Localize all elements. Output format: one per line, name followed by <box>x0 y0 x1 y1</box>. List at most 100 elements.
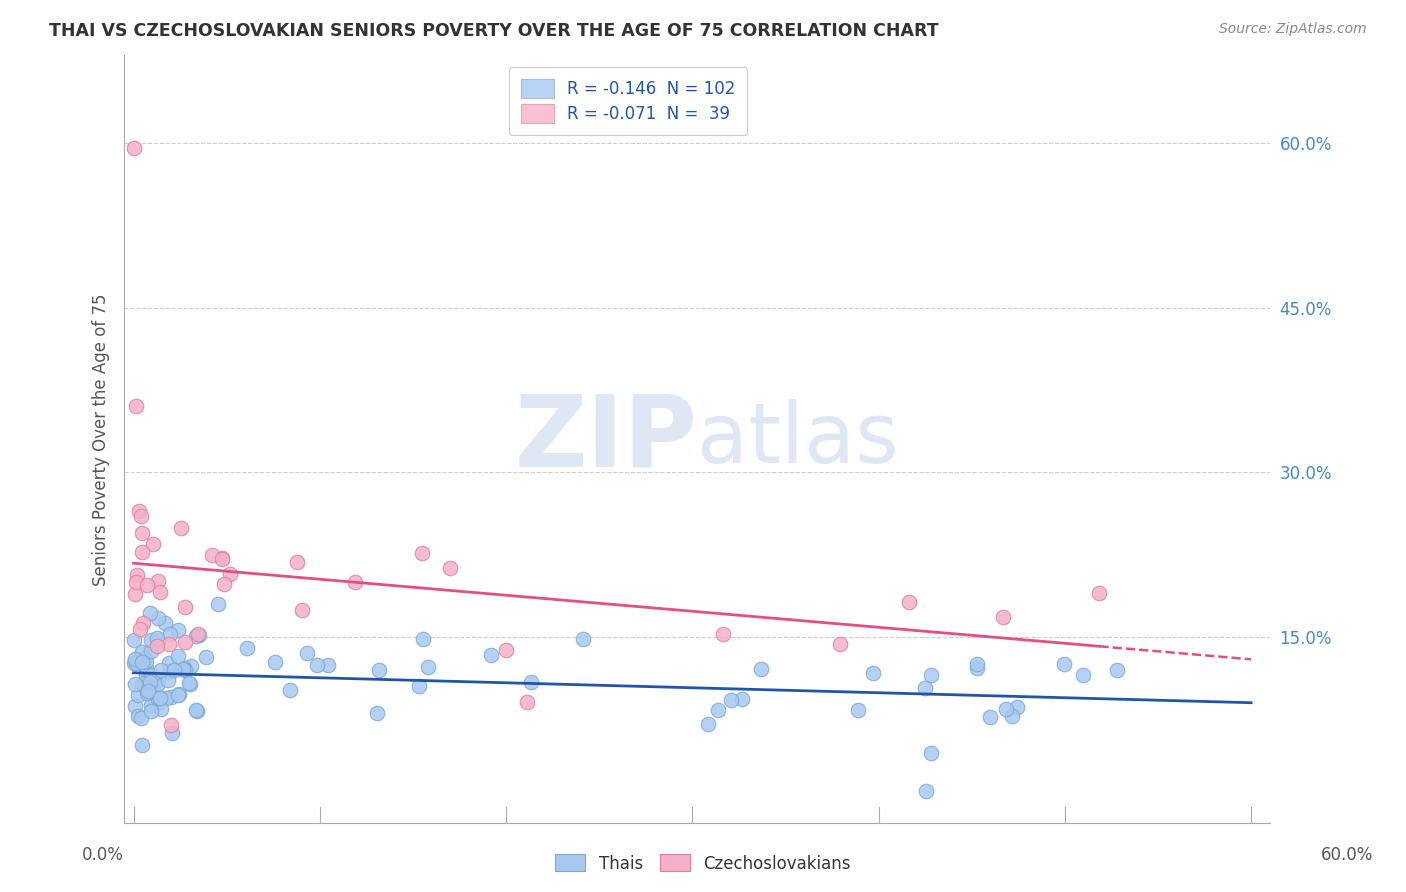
Point <box>211 552 233 566</box>
Point <box>157 656 180 670</box>
Point <box>139 644 162 658</box>
Point <box>128 503 150 517</box>
Point <box>1071 667 1094 681</box>
Point <box>828 637 851 651</box>
Point <box>146 672 169 686</box>
Point <box>180 658 202 673</box>
Point <box>1053 657 1076 672</box>
Point <box>730 692 752 706</box>
Point <box>138 606 160 620</box>
Point <box>149 584 172 599</box>
Point <box>157 664 180 678</box>
Point <box>146 639 169 653</box>
Point <box>135 666 157 681</box>
Point <box>184 629 207 643</box>
Point <box>128 622 150 636</box>
Point <box>187 628 209 642</box>
Point <box>136 685 159 699</box>
Point <box>129 711 152 725</box>
Point <box>149 701 172 715</box>
Text: ZIP: ZIP <box>515 391 697 488</box>
Point <box>141 668 163 682</box>
Point <box>139 674 162 689</box>
Point <box>143 684 166 698</box>
Text: 0.0%: 0.0% <box>82 846 124 863</box>
Point <box>920 667 942 681</box>
Point <box>157 636 180 650</box>
Point <box>149 691 172 706</box>
Legend: R = -0.146  N = 102, R = -0.071  N =  39: R = -0.146 N = 102, R = -0.071 N = 39 <box>509 67 748 135</box>
Point <box>124 141 146 155</box>
Point <box>124 652 146 666</box>
Point <box>163 663 186 677</box>
Point <box>186 704 208 718</box>
Text: atlas: atlas <box>697 399 898 480</box>
Point <box>172 662 194 676</box>
Point <box>125 574 148 589</box>
Point <box>131 655 153 669</box>
Point <box>124 587 146 601</box>
Text: 60.0%: 60.0% <box>1320 846 1374 863</box>
Point <box>125 653 148 667</box>
Point <box>995 701 1018 715</box>
Legend: Thais, Czechoslovakians: Thais, Czechoslovakians <box>548 847 858 880</box>
Point <box>131 678 153 692</box>
Point <box>412 632 434 646</box>
Point <box>127 567 149 582</box>
Point <box>278 682 301 697</box>
Point <box>124 656 146 670</box>
Point <box>291 603 314 617</box>
Point <box>136 681 159 696</box>
Point <box>127 709 149 723</box>
Point <box>131 525 153 540</box>
Point <box>142 536 165 550</box>
Point <box>920 747 942 761</box>
Point <box>201 548 224 562</box>
Point <box>131 738 153 752</box>
Point <box>1001 709 1024 723</box>
Point <box>166 648 188 663</box>
Point <box>966 661 988 675</box>
Point <box>146 690 169 705</box>
Point <box>184 703 207 717</box>
Point <box>138 672 160 686</box>
Point <box>170 521 193 535</box>
Point <box>236 640 259 655</box>
Point <box>148 696 170 710</box>
Point <box>146 631 169 645</box>
Point <box>155 616 177 631</box>
Point <box>159 717 181 731</box>
Point <box>148 633 170 648</box>
Point <box>749 662 772 676</box>
Point <box>136 578 159 592</box>
Point <box>174 634 197 648</box>
Point <box>124 677 146 691</box>
Point <box>139 698 162 712</box>
Point <box>159 627 181 641</box>
Point <box>157 673 180 688</box>
Point <box>519 674 541 689</box>
Point <box>146 610 169 624</box>
Point <box>720 692 742 706</box>
Point <box>124 699 146 714</box>
Point <box>515 695 537 709</box>
Point <box>991 610 1014 624</box>
Point <box>966 657 988 672</box>
Point <box>141 633 163 648</box>
Point <box>160 690 183 705</box>
Point <box>408 679 430 693</box>
Point <box>135 660 157 674</box>
Y-axis label: Seniors Poverty Over the Age of 75: Seniors Poverty Over the Age of 75 <box>93 293 110 585</box>
Point <box>131 545 153 559</box>
Point <box>285 555 308 569</box>
Point <box>305 657 328 672</box>
Point <box>846 703 869 717</box>
Point <box>143 693 166 707</box>
Point <box>136 684 159 698</box>
Point <box>571 632 593 646</box>
Text: THAI VS CZECHOSLOVAKIAN SENIORS POVERTY OVER THE AGE OF 75 CORRELATION CHART: THAI VS CZECHOSLOVAKIAN SENIORS POVERTY … <box>49 22 939 40</box>
Point <box>179 677 201 691</box>
Point <box>1088 586 1111 600</box>
Point <box>479 648 502 662</box>
Point <box>898 595 921 609</box>
